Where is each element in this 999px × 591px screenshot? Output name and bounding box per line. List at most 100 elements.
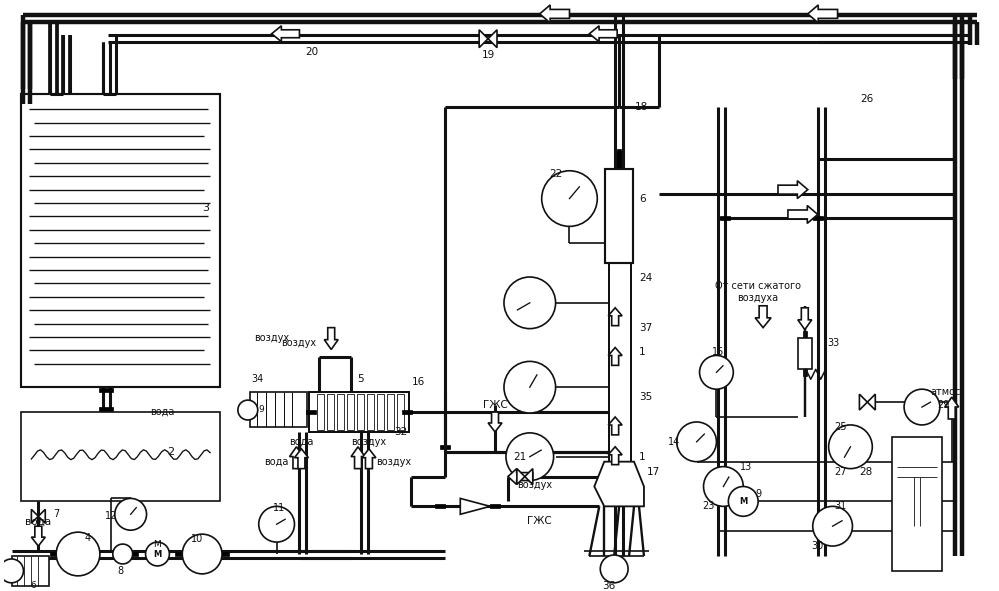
Text: 5: 5: [358, 374, 365, 384]
Polygon shape: [867, 394, 875, 410]
Text: 8: 8: [118, 566, 124, 576]
Text: 36: 36: [602, 581, 615, 591]
Circle shape: [828, 425, 872, 469]
Polygon shape: [351, 447, 365, 469]
Polygon shape: [480, 30, 489, 48]
Circle shape: [238, 400, 258, 420]
Bar: [436, 504, 446, 508]
Text: 29: 29: [937, 400, 949, 410]
Polygon shape: [594, 462, 644, 506]
Bar: [357, 394, 364, 430]
Polygon shape: [489, 412, 501, 432]
Circle shape: [146, 542, 170, 566]
Text: вода: вода: [264, 457, 289, 467]
Text: вода: вода: [150, 407, 175, 417]
Text: 10: 10: [191, 534, 204, 544]
Text: M: M: [739, 497, 747, 506]
Text: вода: вода: [25, 517, 51, 526]
Text: 32: 32: [394, 427, 408, 437]
Text: воздух: воздух: [517, 479, 552, 489]
Polygon shape: [755, 306, 771, 327]
Text: воздух: воздух: [255, 333, 290, 343]
Bar: [21, 95, 220, 387]
Text: 2: 2: [168, 447, 175, 457]
Circle shape: [703, 467, 743, 506]
Text: 6: 6: [31, 582, 36, 590]
Polygon shape: [808, 5, 837, 23]
Polygon shape: [945, 397, 959, 419]
Circle shape: [0, 559, 23, 583]
Circle shape: [541, 171, 597, 226]
Text: 16: 16: [412, 377, 426, 387]
Bar: [441, 445, 451, 449]
Bar: [328, 394, 335, 430]
Text: 30: 30: [811, 541, 824, 551]
Bar: [318, 394, 325, 430]
Bar: [50, 552, 60, 556]
Text: 12: 12: [105, 511, 118, 521]
Polygon shape: [295, 449, 309, 469]
Text: 4: 4: [85, 533, 91, 543]
Polygon shape: [272, 26, 300, 42]
Bar: [377, 394, 384, 430]
Bar: [813, 216, 822, 220]
Text: 17: 17: [647, 467, 660, 476]
Polygon shape: [516, 469, 524, 485]
Text: От сети сжатого: От сети сжатого: [715, 281, 801, 291]
Circle shape: [904, 389, 940, 425]
Text: ГЖС: ГЖС: [483, 400, 507, 410]
Text: воздуха: воздуха: [737, 293, 778, 303]
Text: 23: 23: [702, 501, 714, 511]
Text: воздух: воздух: [281, 337, 317, 348]
Circle shape: [182, 534, 222, 574]
Bar: [128, 552, 138, 556]
Circle shape: [115, 498, 147, 530]
Polygon shape: [31, 526, 45, 546]
Text: 18: 18: [635, 102, 648, 112]
Bar: [402, 410, 412, 414]
Text: 7: 7: [53, 509, 60, 519]
Polygon shape: [589, 26, 617, 42]
Text: 37: 37: [639, 323, 652, 333]
Bar: [219, 552, 229, 556]
Text: 9: 9: [755, 489, 761, 499]
Bar: [387, 394, 394, 430]
Circle shape: [676, 422, 716, 462]
Polygon shape: [38, 509, 45, 523]
Text: 26: 26: [861, 95, 874, 104]
Polygon shape: [489, 30, 498, 48]
Text: 19: 19: [482, 50, 495, 60]
Bar: [617, 149, 621, 184]
Bar: [113, 552, 123, 556]
Polygon shape: [608, 417, 622, 435]
Text: 15: 15: [712, 348, 724, 358]
Polygon shape: [859, 394, 867, 410]
Circle shape: [113, 544, 133, 564]
Bar: [803, 362, 807, 376]
Bar: [12, 556, 49, 586]
Bar: [307, 410, 317, 414]
Bar: [99, 388, 113, 392]
Bar: [176, 552, 185, 556]
Text: М: М: [154, 540, 162, 548]
Text: 1: 1: [639, 452, 645, 462]
Bar: [491, 504, 500, 508]
Bar: [21, 412, 220, 501]
Bar: [347, 394, 354, 430]
Bar: [617, 196, 621, 231]
Bar: [617, 168, 621, 200]
Text: атмос.: атмос.: [930, 387, 963, 397]
Bar: [461, 504, 471, 508]
Circle shape: [56, 532, 100, 576]
Text: 1: 1: [639, 348, 645, 358]
Bar: [617, 225, 621, 261]
Bar: [617, 247, 621, 279]
Polygon shape: [798, 308, 812, 330]
Text: 21: 21: [513, 452, 526, 462]
Bar: [617, 166, 621, 202]
Circle shape: [600, 555, 628, 583]
Text: 28: 28: [859, 467, 872, 476]
Polygon shape: [788, 206, 818, 223]
Circle shape: [503, 361, 555, 413]
Bar: [609, 263, 631, 462]
